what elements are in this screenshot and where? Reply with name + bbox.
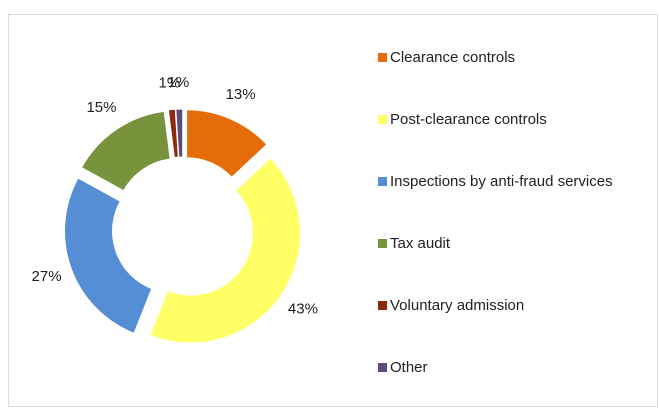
legend-swatch	[378, 363, 387, 372]
legend-swatch	[378, 115, 387, 124]
legend-label: Other	[390, 359, 428, 376]
legend-swatch	[378, 239, 387, 248]
donut-segment	[186, 109, 268, 179]
data-label: 15%	[86, 99, 116, 116]
legend-swatch	[378, 53, 387, 62]
data-label: 27%	[32, 268, 62, 285]
donut-segment	[167, 108, 179, 159]
legend-label: Post-clearance controls	[390, 111, 547, 128]
donut-segment	[64, 177, 153, 334]
data-label: 43%	[288, 300, 318, 317]
chart-frame	[8, 14, 658, 407]
donut-segment	[80, 110, 171, 192]
donut-segment	[149, 157, 301, 344]
data-label: 1%	[159, 75, 181, 92]
legend-label: Clearance controls	[390, 49, 515, 66]
legend-label: Voluntary admission	[390, 297, 524, 314]
legend-label: Inspections by anti-fraud services	[390, 173, 613, 190]
donut-segment	[175, 108, 184, 158]
data-label: 13%	[226, 86, 256, 103]
legend-swatch	[378, 301, 387, 310]
data-label: 1%	[168, 74, 190, 91]
legend-swatch	[378, 177, 387, 186]
legend-label: Tax audit	[390, 235, 451, 252]
